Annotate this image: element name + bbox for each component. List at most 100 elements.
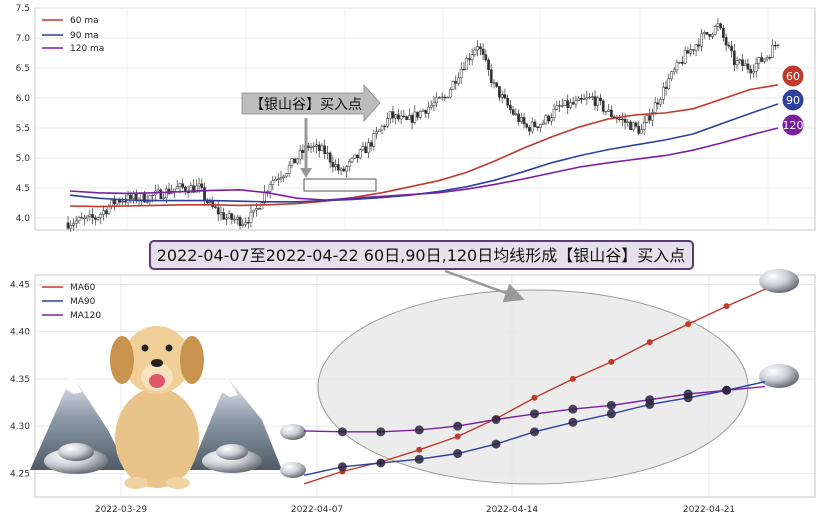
candle-body	[331, 161, 335, 168]
candle-body	[219, 212, 223, 215]
candle-body	[659, 99, 662, 105]
bottom-point-MA60	[454, 433, 461, 440]
candle-body	[334, 164, 337, 168]
candle-body	[233, 219, 236, 221]
candle-body	[85, 215, 89, 219]
candle-body	[80, 217, 84, 219]
candle-body	[246, 222, 250, 224]
candle-body	[454, 81, 458, 84]
candle-body	[315, 144, 318, 147]
candle-body	[225, 217, 228, 220]
candle-body	[339, 168, 343, 171]
bottom-point-MA120	[530, 409, 539, 419]
candle-body	[640, 129, 643, 134]
bottom-x-tick-label: 2022-04-14	[486, 505, 539, 515]
bottom-point-MA60	[608, 358, 615, 365]
candle-body	[522, 117, 526, 125]
candle-body	[421, 109, 425, 112]
bottom-point-MA120	[568, 404, 578, 414]
candle-body	[771, 44, 774, 58]
candle-body	[735, 60, 739, 66]
candle-body	[77, 217, 81, 222]
candle-body	[727, 44, 731, 47]
candle-body	[312, 145, 316, 148]
candle-body	[478, 46, 482, 50]
svg-text:60: 60	[786, 70, 800, 83]
candle-body	[407, 114, 411, 120]
candle-body	[776, 44, 780, 46]
candle-body	[345, 166, 348, 172]
candle-body	[102, 210, 105, 215]
candle-body	[566, 100, 570, 108]
candle-body	[285, 173, 288, 177]
candle-body	[429, 105, 433, 108]
bottom-point-MA90	[337, 462, 347, 472]
bottom-point-MA60	[531, 394, 538, 401]
candle-body	[194, 185, 198, 193]
candle-body	[230, 213, 234, 220]
candle-body	[462, 68, 466, 71]
candle-body	[293, 158, 297, 164]
candle-body	[249, 211, 253, 223]
candle-body	[670, 71, 673, 79]
bottom-x-tick-label: 2022-04-07	[291, 505, 343, 515]
candle-body	[446, 96, 449, 99]
candle-body	[571, 102, 575, 105]
candle-body	[156, 189, 160, 192]
candle-body	[754, 63, 758, 72]
candle-body	[227, 213, 231, 219]
bottom-point-MA90	[568, 417, 578, 427]
candle-body	[762, 58, 766, 62]
valley-ellipse	[317, 289, 749, 485]
candle-body	[768, 57, 772, 59]
candle-body	[686, 50, 690, 54]
bottom-point-MA90	[491, 439, 501, 449]
candle-body	[738, 59, 742, 61]
candle-body	[301, 150, 305, 153]
candle-body	[752, 71, 755, 74]
candle-body	[413, 111, 417, 123]
silver-ingots-decoration	[44, 443, 262, 474]
candle-body	[765, 57, 769, 60]
candle-body	[178, 183, 182, 187]
candle-body	[164, 188, 168, 199]
candle-body	[651, 112, 654, 121]
candle-body	[353, 154, 357, 159]
candle-body	[708, 34, 712, 37]
candle-body	[675, 62, 679, 71]
candle-body	[208, 201, 212, 203]
candle-body	[580, 97, 583, 100]
candle-body	[296, 158, 299, 164]
candle-body	[432, 102, 436, 106]
candle-body	[386, 118, 389, 127]
candle-body	[525, 123, 529, 128]
bottom-point-MA120	[722, 385, 732, 395]
candle-body	[132, 193, 135, 199]
svg-text:120: 120	[783, 119, 804, 132]
candle-body	[397, 114, 400, 120]
valley-arrow-head	[300, 168, 312, 178]
candle-body	[372, 133, 376, 147]
candle-body	[577, 97, 581, 101]
candle-body	[216, 207, 220, 215]
candle-body	[451, 81, 455, 90]
bottom-point-MA90	[453, 449, 463, 459]
candle-body	[582, 98, 586, 100]
candle-body	[418, 111, 422, 118]
candle-body	[574, 100, 578, 105]
top-y-tick-label: 7.0	[16, 34, 31, 44]
candle-body	[388, 111, 392, 119]
bottom-point-MA120	[645, 395, 655, 405]
candle-body	[664, 86, 668, 89]
candle-body	[732, 50, 736, 66]
candle-body	[593, 96, 597, 106]
candle-body	[405, 116, 408, 120]
candle-body	[93, 217, 97, 220]
svg-text:90: 90	[786, 94, 800, 107]
bottom-y-tick-label: 4.35	[10, 375, 30, 385]
candle-body	[126, 194, 130, 203]
bottom-y-tick-label: 4.30	[10, 422, 30, 432]
candle-body	[530, 121, 534, 132]
candle-body	[667, 78, 671, 89]
bottom-point-MA60	[685, 321, 692, 328]
